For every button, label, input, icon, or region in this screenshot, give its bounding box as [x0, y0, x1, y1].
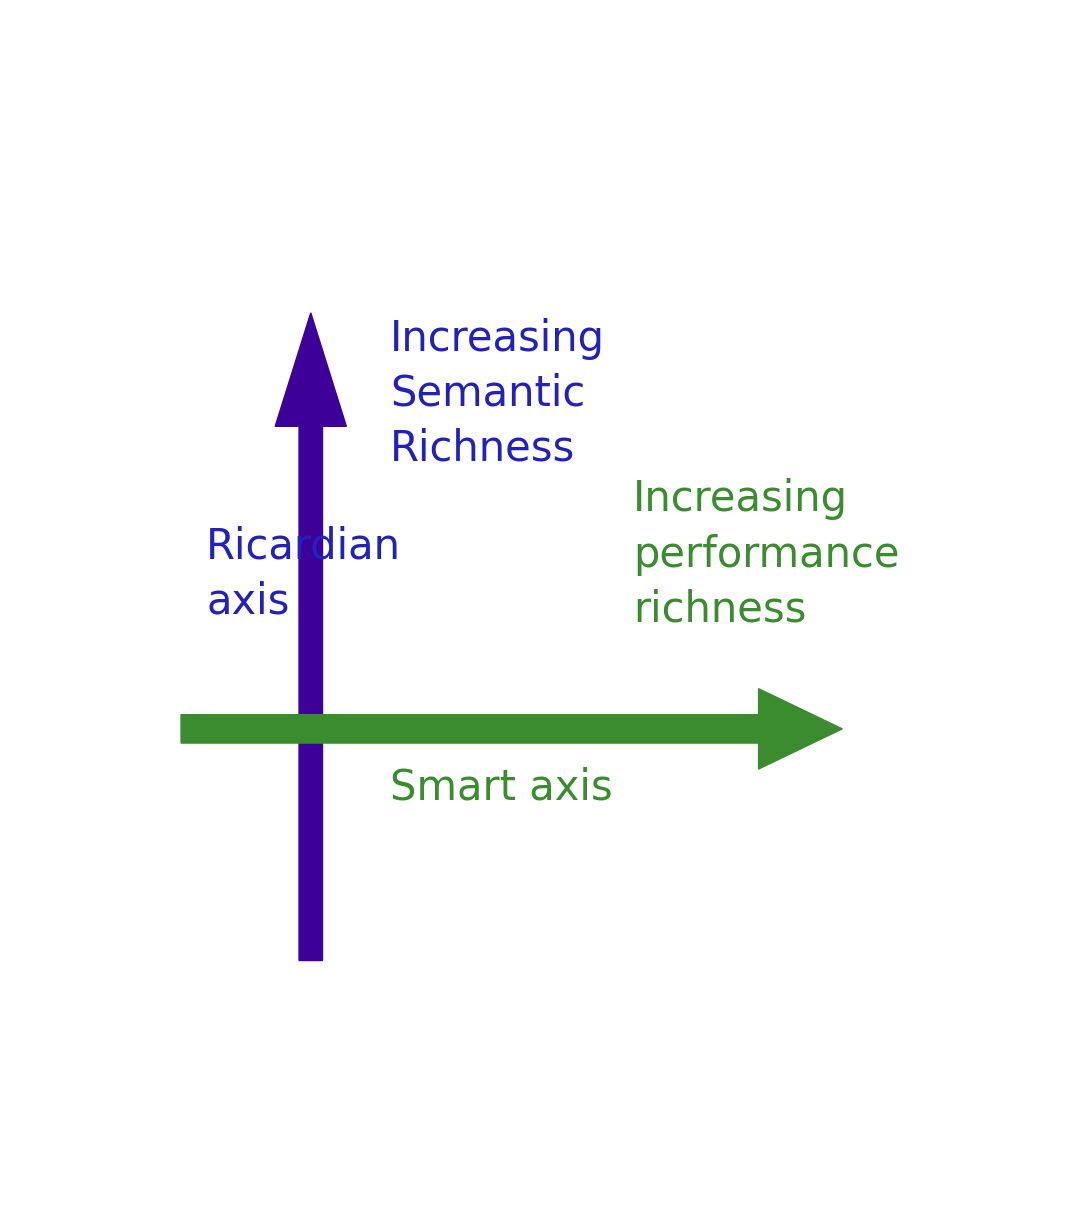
Text: Increasing
performance
richness: Increasing performance richness [633, 478, 900, 631]
Text: Ricardian
axis: Ricardian axis [206, 526, 401, 623]
Text: Smart axis: Smart axis [390, 766, 613, 809]
FancyArrow shape [275, 313, 347, 960]
FancyArrow shape [181, 689, 842, 769]
Text: Increasing
Semantic
Richness: Increasing Semantic Richness [390, 318, 605, 470]
